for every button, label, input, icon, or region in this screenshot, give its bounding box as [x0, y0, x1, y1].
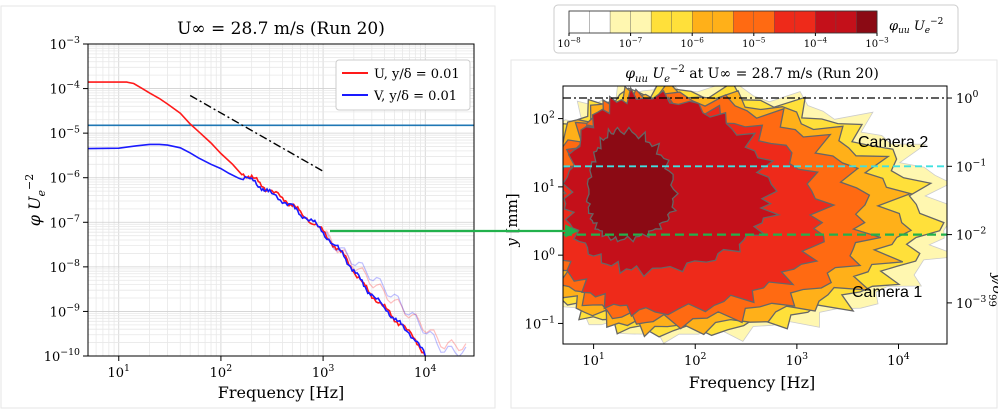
x-tick-label: 101 [108, 363, 131, 381]
spectrogram-chart: 10−8 10−7 10−6 10−5 10−4 10−3 φuu Ue−2 φuu Ue… [503, 4, 998, 392]
right-chart-title: φuu Ue−2 at U∞ = 28.7 m/s (Run 20) [625, 64, 879, 85]
slope-dashdot-line [189, 94, 324, 172]
series-line-u [88, 81, 427, 356]
x-tick-label: 103 [786, 351, 809, 369]
colorbar-cell [609, 10, 632, 34]
x-tick-label: 102 [684, 351, 707, 369]
spectrum-chart: U∞ = 28.7 m/s (Run 20) 101 102 103 104 10−1… [23, 19, 475, 402]
left-plot-frame [87, 43, 475, 357]
y2-tick-label: 10−2 [956, 226, 986, 244]
y-tick-label: 10−8 [50, 258, 80, 276]
legend-label-u: U, y/δ = 0.01 [374, 67, 460, 82]
series-tail-v [323, 232, 467, 356]
colorbar-ticks: 10−8 10−7 10−6 10−5 10−4 10−3 [557, 33, 889, 50]
y2-tick-label: 100 [956, 89, 979, 107]
y-tick-label: 100 [533, 246, 556, 264]
y-tick-label: 10−7 [50, 213, 80, 231]
x-tick-label: 104 [414, 363, 437, 381]
right-y-axis-label: y [mm] [503, 193, 521, 247]
left-slope-line [189, 94, 324, 172]
colorbar-tick-label: 10−4 [804, 36, 828, 51]
x-tick-label: 104 [887, 351, 910, 369]
y-tick-label: 10−9 [50, 303, 80, 321]
y2-tick-label: 10−1 [956, 157, 986, 175]
camera-2-label: Camera 2 [858, 134, 928, 151]
colorbar-outline [568, 10, 878, 34]
legend-label-v: V, y/δ = 0.01 [373, 89, 457, 104]
left-legend: U, y/δ = 0.01 V, y/δ = 0.01 [335, 59, 471, 111]
colorbar-tick-label: 10−8 [557, 36, 581, 51]
y-tick-label: 102 [533, 110, 556, 128]
x-tick-label: 103 [312, 363, 335, 381]
y-tick-label: 10−3 [50, 35, 80, 53]
colorbar-cell [692, 10, 714, 34]
colorbar-cell [712, 10, 734, 34]
y-tick-label: 10−1 [525, 315, 555, 333]
right-x-ticks: 101 102 103 104 [582, 344, 910, 369]
y2-tick-label: 10−3 [956, 294, 986, 312]
colorbar-tick-label: 10−7 [619, 36, 643, 51]
colorbar-tick-label: 10−3 [865, 36, 889, 51]
colorbar-tick-label: 10−5 [742, 36, 766, 51]
colorbar-cell [794, 10, 816, 34]
left-chart-title: U∞ = 28.7 m/s (Run 20) [177, 19, 385, 39]
y-tick-label: 10−4 [50, 80, 80, 98]
spectrogram-lines [563, 97, 947, 236]
colorbar-cell [856, 10, 878, 34]
colorbar-cell [774, 10, 796, 34]
left-y-ticks: 10−10 10−9 10−8 10−7 10−6 10−5 10−4 10−3 [44, 35, 88, 365]
right-y-ticks: 10−1 100 101 102 [525, 110, 563, 333]
left-series-group [88, 81, 467, 356]
contour-level-6 [585, 126, 679, 243]
right-y2-ticks: 100 10−1 10−2 10−3 [947, 89, 986, 312]
right-x-axis-label: Frequency [Hz] [689, 373, 816, 392]
right-panel-frame [510, 59, 998, 409]
colorbar-cell [589, 10, 611, 34]
legend-box [335, 59, 471, 111]
colorbar-cell [835, 10, 857, 34]
colorbar-cell [568, 10, 591, 34]
right-plot-frame [562, 85, 948, 345]
colorbar-cell [753, 10, 775, 34]
colorbar-cell [650, 10, 673, 34]
y-tick-label: 10−6 [50, 169, 80, 187]
colorbar-tick-label: 10−6 [681, 36, 705, 51]
series-line-v [88, 143, 427, 356]
x-tick-label: 102 [210, 363, 233, 381]
colorbar-cell [733, 10, 755, 34]
y-tick-label: 10−5 [50, 124, 80, 142]
left-y-axis-label: φ Ue−2 [23, 174, 48, 227]
colorbar: 10−8 10−7 10−6 10−5 10−4 10−3 φuu Ue−2 [553, 4, 959, 54]
camera-1-label: Camera 1 [852, 284, 922, 301]
colorbar-cell [671, 10, 693, 34]
colorbar-cell [815, 10, 837, 34]
y-tick-label: 101 [533, 178, 556, 196]
colorbar-cells [568, 10, 878, 34]
left-x-ticks: 101 102 103 104 [108, 356, 437, 381]
y-tick-label: 10−10 [44, 347, 80, 365]
colorbar-cell [630, 10, 652, 34]
spectrogram-field [563, 86, 947, 344]
left-panel-frame [0, 5, 496, 409]
colorbar-label: φuu Ue−2 [889, 17, 943, 36]
right-y2-axis-label: y/δ99 [986, 272, 998, 307]
series-tail-u [322, 230, 467, 352]
left-x-axis-label: Frequency [Hz] [218, 383, 345, 402]
x-tick-label: 101 [582, 351, 605, 369]
